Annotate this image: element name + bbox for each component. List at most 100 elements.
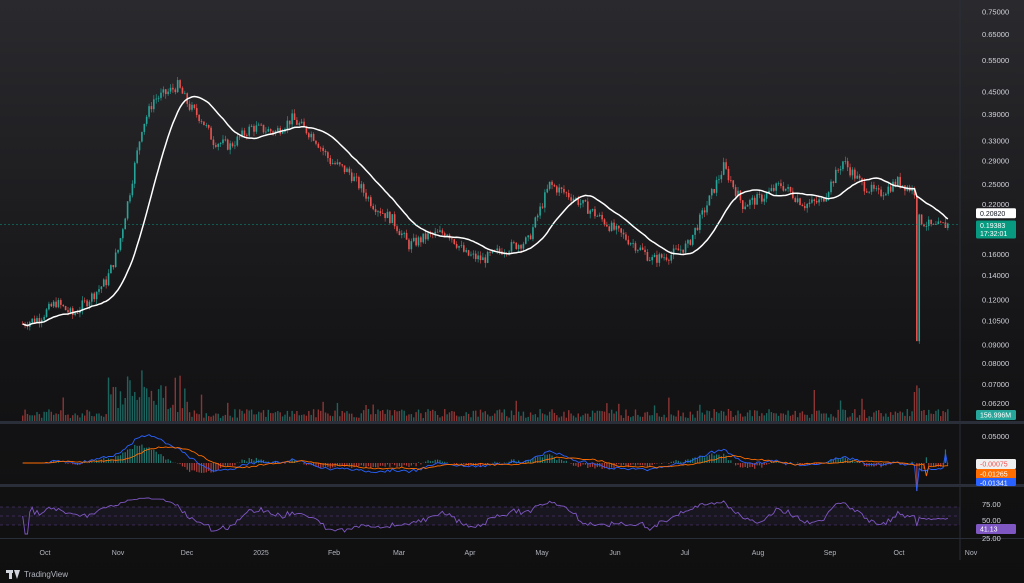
macd-histogram-bar xyxy=(653,463,656,464)
macd-histogram-bar xyxy=(444,461,446,463)
volume-bar xyxy=(200,394,203,421)
candle-body xyxy=(825,197,828,202)
macd-pane xyxy=(22,434,949,492)
macd-histogram-bar xyxy=(460,463,463,464)
candle-body xyxy=(45,309,48,317)
volume-bar xyxy=(74,413,76,421)
tradingview-brand[interactable]: TradingView xyxy=(6,568,68,580)
macd-histogram-bar xyxy=(704,457,706,463)
pane-separator[interactable] xyxy=(0,484,1024,487)
candle-body xyxy=(787,186,789,189)
candle-body xyxy=(498,248,501,252)
macd-histogram-bar xyxy=(642,463,644,466)
volume-bar xyxy=(441,416,444,421)
rsi-axis-tick: 75.00 xyxy=(982,500,1001,509)
macd-histogram-bar xyxy=(324,463,327,467)
candle-body xyxy=(799,198,801,205)
candle-body xyxy=(195,108,198,115)
volume-bar xyxy=(620,415,622,421)
volume-bar xyxy=(687,417,689,421)
candle-body xyxy=(217,144,220,147)
macd-histogram-bar xyxy=(346,463,348,466)
candle-body xyxy=(870,184,873,192)
volume-bar xyxy=(599,410,601,421)
candle-body xyxy=(93,293,96,300)
volume-bar xyxy=(589,416,591,421)
macd-histogram-bar xyxy=(498,462,501,463)
candle-body xyxy=(734,187,737,196)
volume-bar xyxy=(184,388,186,421)
macd-histogram-bar xyxy=(830,459,832,463)
macd-histogram-bar xyxy=(701,456,703,463)
volume-bar xyxy=(86,409,88,421)
candle-body xyxy=(162,89,165,93)
candle-body xyxy=(346,168,348,173)
volume-bar xyxy=(901,412,904,421)
candle-body xyxy=(317,143,320,148)
candle-body xyxy=(153,99,155,110)
candle-body xyxy=(846,161,849,168)
macd-histogram-bar xyxy=(320,463,322,469)
volume-bar xyxy=(76,415,79,421)
rsi-axis-tick: 50.00 xyxy=(982,516,1001,525)
candle-body xyxy=(212,139,215,146)
volume-bar xyxy=(196,413,198,421)
volume-bar xyxy=(38,414,41,421)
volume-bar xyxy=(908,416,911,421)
volume-bar xyxy=(861,398,863,421)
volume-bar xyxy=(727,408,730,421)
pane-separator[interactable] xyxy=(0,421,1024,424)
candle-body xyxy=(529,235,532,240)
candle-body xyxy=(637,249,639,251)
volume-bar xyxy=(737,410,739,421)
macd-histogram-bar xyxy=(801,463,803,464)
volume-bar xyxy=(718,413,720,421)
price-axis[interactable]: 0.75000 0.65000 0.55000 0.45000 0.39000 0.330… xyxy=(982,8,1009,544)
volume-bar xyxy=(544,414,546,421)
candle-body xyxy=(241,130,243,137)
volume-bar xyxy=(203,417,205,421)
candle-body xyxy=(484,257,487,263)
volume-bar xyxy=(765,413,768,421)
macd-histogram-bar xyxy=(169,460,172,463)
macd-histogram-bar xyxy=(429,461,432,463)
candle-body xyxy=(98,289,100,292)
volume-bar xyxy=(24,409,26,421)
macd-histogram-bar xyxy=(627,463,629,468)
candle-body xyxy=(360,184,363,189)
macd-histogram-bar xyxy=(911,461,913,463)
candle-body xyxy=(339,162,341,165)
volume-bar xyxy=(520,415,522,421)
candle-body xyxy=(119,238,122,250)
volume-bar xyxy=(362,410,365,421)
candle-body xyxy=(942,222,944,224)
volume-bar xyxy=(758,416,761,421)
candle-body xyxy=(875,188,878,190)
macd-histogram-bar xyxy=(737,463,739,465)
candle-body xyxy=(138,141,141,151)
time-axis[interactable]: Oct Nov Dec 2025 Feb Mar Apr May Jun Jul Aug Sep Oct… xyxy=(40,550,978,557)
price-axis-tick: 0.39000 xyxy=(982,110,1009,119)
candle-body xyxy=(646,251,649,261)
candle-body xyxy=(937,221,940,225)
macd-histogram-bar xyxy=(446,462,448,463)
macd-histogram-bar xyxy=(186,463,188,470)
candle-body xyxy=(639,247,642,250)
volume-bar xyxy=(868,416,870,421)
macd-histogram-bar xyxy=(630,463,632,466)
macd-histogram-bar xyxy=(606,463,608,469)
volume-bar xyxy=(665,417,668,421)
volume-bar xyxy=(222,415,224,421)
macd-histogram-bar xyxy=(363,463,365,467)
volume-bar xyxy=(827,417,830,421)
candle-body xyxy=(36,318,38,323)
volume-bar xyxy=(606,403,608,421)
volume-bar xyxy=(162,397,165,421)
candle-body xyxy=(882,195,885,197)
macd-histogram-bar xyxy=(708,454,711,463)
candle-body xyxy=(803,206,806,209)
volume-bar xyxy=(346,411,348,421)
candle-body xyxy=(560,187,563,190)
